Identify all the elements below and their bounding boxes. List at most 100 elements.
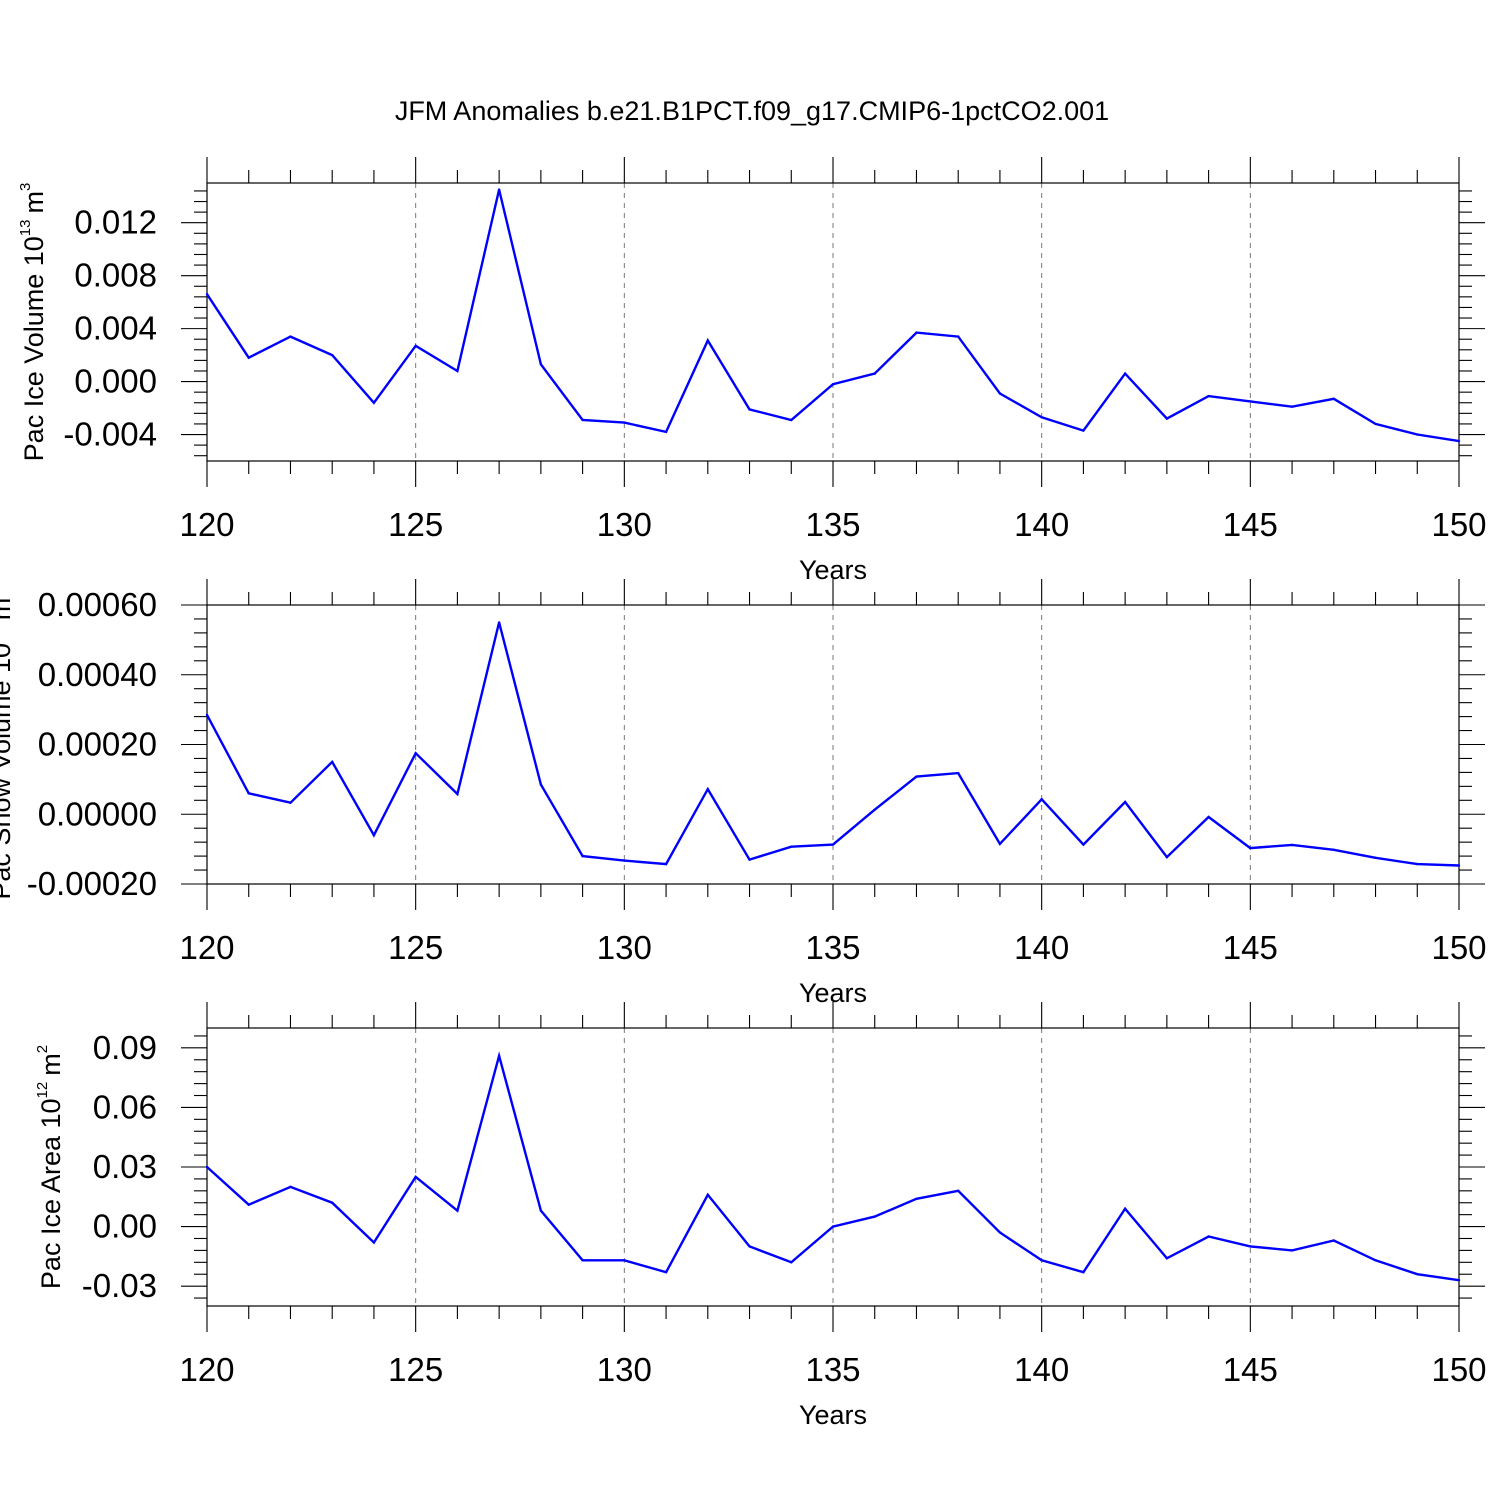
data-point xyxy=(539,783,543,786)
data-point xyxy=(1457,1278,1461,1282)
data-point xyxy=(1249,846,1252,850)
data-point xyxy=(205,713,209,717)
data-point xyxy=(790,1261,793,1264)
data-point xyxy=(331,353,334,357)
x-tick-label: 130 xyxy=(597,929,652,966)
data-point xyxy=(1249,1245,1252,1248)
y-tick-label: -0.00020 xyxy=(27,865,157,902)
data-point xyxy=(456,1209,459,1212)
y-axis-label-exponent: 13 xyxy=(17,220,34,237)
y-axis-label: Pac Ice Volume 1013 m3 xyxy=(17,183,49,462)
data-point xyxy=(1040,416,1043,419)
y-tick-label: 0.004 xyxy=(74,310,157,347)
x-tick-label: 150 xyxy=(1431,1351,1486,1388)
data-point xyxy=(1207,815,1210,819)
data-point xyxy=(873,372,876,375)
data-point xyxy=(456,369,459,373)
data-point xyxy=(205,293,209,296)
data-point xyxy=(331,1201,334,1204)
data-point xyxy=(1416,862,1419,866)
data-point xyxy=(581,854,584,858)
data-point xyxy=(1416,1273,1419,1276)
data-point xyxy=(998,392,1002,395)
data-point xyxy=(247,792,250,795)
data-point xyxy=(1290,405,1294,408)
data-point xyxy=(664,862,668,866)
data-point xyxy=(1082,1271,1085,1274)
x-tick-label: 125 xyxy=(388,506,443,543)
data-point xyxy=(1165,855,1169,859)
x-tick-label: 145 xyxy=(1223,1351,1278,1388)
data-point xyxy=(456,792,459,796)
data-point xyxy=(664,1271,668,1274)
data-point xyxy=(831,1225,835,1228)
y-axis-label-unit: m xyxy=(36,1053,66,1076)
x-tick-label: 135 xyxy=(805,1351,860,1388)
x-tick-label: 130 xyxy=(597,1351,652,1388)
y-tick-label: 0.00000 xyxy=(38,795,157,832)
data-point xyxy=(331,760,334,764)
data-point xyxy=(1207,394,1210,398)
x-tick-label: 140 xyxy=(1014,929,1069,966)
y-tick-label: 0.03 xyxy=(93,1148,157,1185)
x-tick-label: 125 xyxy=(388,1351,443,1388)
data-point xyxy=(1290,1249,1294,1252)
data-point xyxy=(748,858,751,861)
data-point xyxy=(1040,1259,1043,1262)
y-tick-label: 0.09 xyxy=(93,1029,157,1066)
data-point xyxy=(623,421,626,424)
data-point xyxy=(831,383,835,386)
data-point xyxy=(664,430,668,434)
data-point xyxy=(1165,417,1169,420)
y-axis-label-exponent: 12 xyxy=(34,1082,51,1099)
chart-title: JFM Anomalies b.e21.B1PCT.f09_g17.CMIP6-… xyxy=(395,96,1109,126)
x-tick-label: 125 xyxy=(388,929,443,966)
data-point xyxy=(1457,864,1461,867)
x-axis-label: Years xyxy=(799,1400,867,1430)
x-tick-label: 150 xyxy=(1431,929,1486,966)
x-tick-label: 120 xyxy=(179,506,234,543)
data-point xyxy=(915,1197,918,1200)
data-point xyxy=(623,1259,626,1262)
panel-2: -0.00020 0.00000 0.00020 0.00040 0.00060 120 1… xyxy=(0,579,1487,1008)
x-tick-label: 145 xyxy=(1223,506,1278,543)
data-point xyxy=(873,808,876,811)
data-point xyxy=(748,1245,751,1248)
x-tick-label: 120 xyxy=(179,1351,234,1388)
x-tick-label: 135 xyxy=(805,506,860,543)
data-point xyxy=(1374,1259,1377,1262)
data-point xyxy=(581,418,584,422)
y-axis-label-text: Pac Ice Area 10 xyxy=(36,1098,66,1289)
y-axis-label: Pac Snow Volume 1013 m3 xyxy=(0,589,16,899)
data-point xyxy=(372,1241,376,1244)
data-point xyxy=(539,363,543,366)
data-point xyxy=(1082,429,1085,432)
data-point xyxy=(372,401,376,404)
x-tick-label: 140 xyxy=(1014,506,1069,543)
data-point xyxy=(497,1054,501,1058)
data-point xyxy=(497,188,501,191)
data-point xyxy=(1332,1239,1336,1242)
x-tick-label: 130 xyxy=(597,506,652,543)
data-point xyxy=(372,833,376,837)
y-axis-label-unit-exponent: 3 xyxy=(17,183,34,191)
y-tick-label: -0.004 xyxy=(63,416,157,453)
y-axis-label-exponent: 13 xyxy=(0,626,1,643)
data-point xyxy=(539,1209,543,1212)
data-point xyxy=(1332,397,1336,400)
data-point xyxy=(790,845,793,848)
data-point xyxy=(414,344,417,348)
data-point xyxy=(289,1185,292,1189)
data-point xyxy=(706,1193,709,1197)
y-tick-label: 0.06 xyxy=(93,1088,157,1125)
y-tick-label: 0.00060 xyxy=(38,586,157,623)
data-point xyxy=(205,1165,209,1169)
y-axis-label: Pac Ice Area 1012 m2 xyxy=(34,1045,66,1289)
data-point xyxy=(414,752,417,755)
data-point xyxy=(1457,439,1461,443)
data-point xyxy=(873,1215,876,1218)
data-point xyxy=(1123,800,1127,804)
data-point xyxy=(748,408,751,411)
y-tick-label: 0.00 xyxy=(93,1208,157,1245)
